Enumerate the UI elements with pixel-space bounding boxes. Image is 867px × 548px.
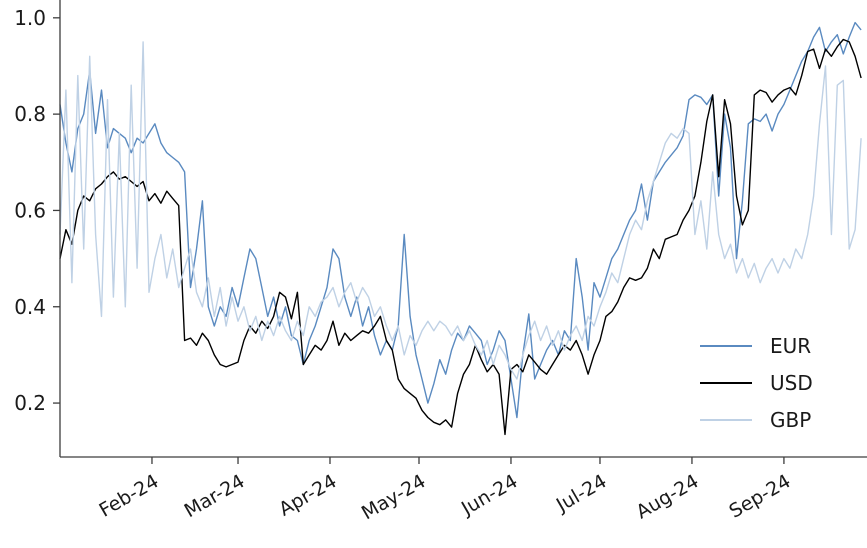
legend-label-usd: USD: [770, 371, 813, 395]
x-tick-label: Jun-24: [457, 470, 521, 520]
x-tick-label: Feb-24: [95, 470, 162, 521]
usd-line-swatch: [700, 382, 752, 384]
legend-item-gbp: GBP: [700, 406, 813, 434]
x-tick-label: Sep-24: [726, 470, 795, 522]
eur-line-swatch: [700, 345, 752, 347]
legend-item-usd: USD: [700, 369, 813, 397]
usd-line: [59, 38, 862, 436]
x-tick-label: May-24: [358, 470, 430, 524]
legend-label-gbp: GBP: [770, 408, 812, 432]
y-tick-label: 0.2: [14, 391, 46, 415]
gbp-line-swatch: [700, 419, 752, 421]
y-tick-label: 0.8: [14, 102, 46, 126]
legend-label-eur: EUR: [770, 334, 812, 358]
x-tick-label: Jul-24: [552, 470, 611, 517]
y-tick-label: 0.6: [14, 198, 46, 222]
x-tick-label: Apr-24: [275, 470, 340, 520]
x-tick-label: Mar-24: [181, 470, 249, 522]
legend-item-eur: EUR: [700, 332, 813, 360]
x-tick-label: Aug-24: [632, 470, 702, 523]
y-tick-label: 0.4: [14, 295, 46, 319]
gbp-line: [59, 41, 862, 380]
y-tick-label: 1.0: [14, 6, 46, 30]
chart-legend: EUR USD GBP: [700, 332, 813, 434]
